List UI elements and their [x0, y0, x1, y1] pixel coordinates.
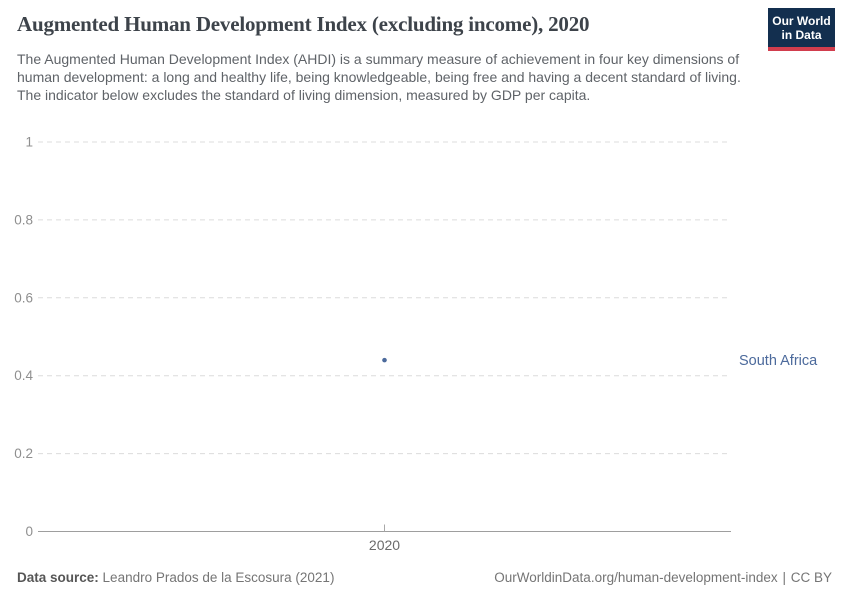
- entity-label[interactable]: South Africa: [739, 353, 818, 369]
- data-source: Data source: Leandro Prados de la Escosu…: [17, 570, 334, 585]
- x-tick-label: 2020: [369, 537, 400, 553]
- y-tick-label: 1: [25, 135, 33, 150]
- footer-separator: |: [782, 570, 786, 585]
- y-tick-label: 0.4: [14, 368, 33, 383]
- data-point[interactable]: [382, 357, 387, 363]
- chart-title: Augmented Human Development Index (exclu…: [17, 12, 590, 36]
- y-tick-label: 0.8: [14, 212, 33, 227]
- footer-link[interactable]: OurWorldinData.org/human-development-ind…: [494, 570, 778, 585]
- footer-attribution: OurWorldinData.org/human-development-ind…: [494, 570, 832, 585]
- footer-license: CC BY: [790, 570, 832, 585]
- y-tick-label: 0.2: [14, 446, 33, 461]
- y-tick-label: 0: [25, 524, 33, 539]
- y-tick-label: 0.6: [14, 290, 33, 305]
- data-source-value: Leandro Prados de la Escosura (2021): [102, 570, 335, 585]
- owid-logo: Our World in Data: [768, 8, 835, 51]
- logo-line1: Our World: [772, 14, 831, 28]
- data-source-label: Data source:: [17, 570, 99, 585]
- logo-line2: in Data: [781, 28, 822, 42]
- chart-subtitle: The Augmented Human Development Index (A…: [17, 51, 741, 103]
